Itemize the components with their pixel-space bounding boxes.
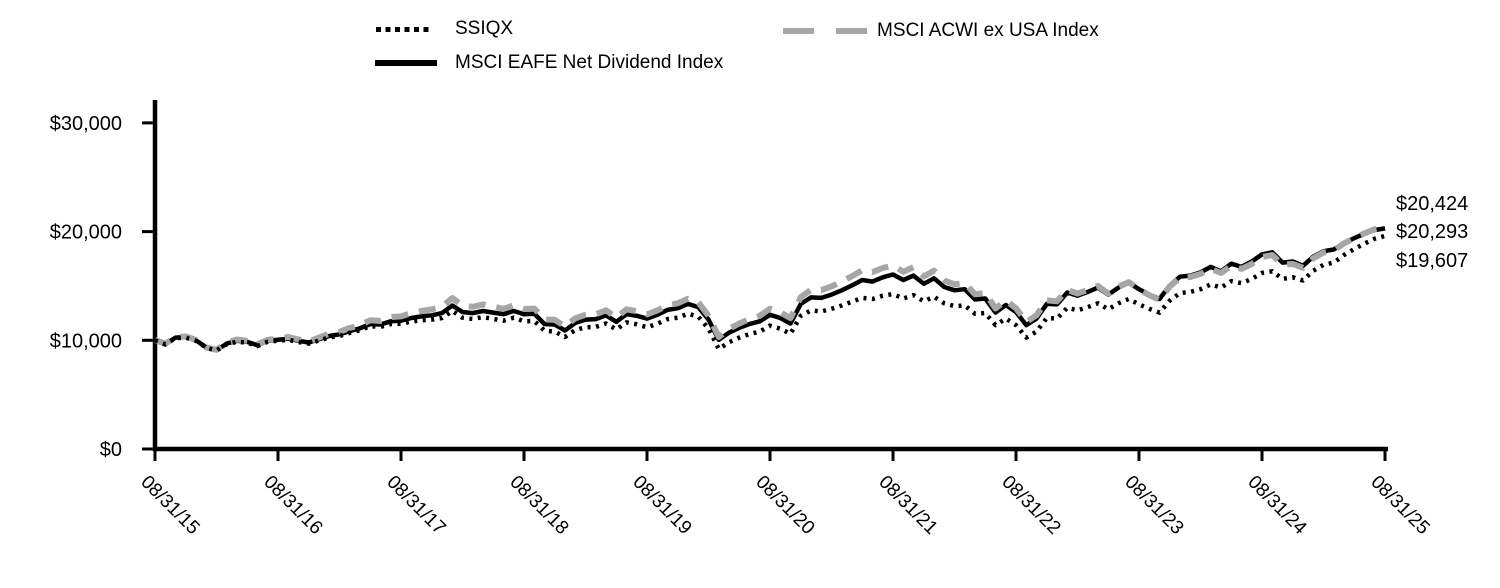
- x-axis-tick-label: 08/31/20: [751, 472, 818, 539]
- legend-label-msci-acwi-ex-usa: MSCI ACWI ex USA Index: [877, 20, 1099, 41]
- legend-item-msci-acwi-ex-usa: MSCI ACWI ex USA Index: [783, 19, 1099, 43]
- y-axis-tick-label: $10,000: [50, 330, 122, 352]
- legend-label-ssiqx: SSIQX: [455, 18, 514, 39]
- legend-label-msci-eafe: MSCI EAFE Net Dividend Index: [455, 52, 724, 73]
- x-axis-tick-label: 08/31/22: [997, 472, 1064, 539]
- x-axis-tick-label: 08/31/23: [1120, 472, 1187, 539]
- legend-item-msci-eafe: MSCI EAFE Net Dividend Index: [375, 51, 723, 75]
- x-axis-tick-label: 08/31/24: [1243, 472, 1310, 539]
- x-axis-tick-label: 08/31/21: [874, 472, 941, 539]
- legend-item-ssiqx: SSIQX: [376, 17, 513, 41]
- x-axis-tick-label: 08/31/16: [259, 472, 326, 539]
- x-axis-tick-label: 08/31/25: [1366, 472, 1433, 539]
- end-value-label-msci-acwi-ex-usa-index: $20,424: [1396, 193, 1468, 215]
- acwi-dashed-line-swatch: [783, 28, 867, 34]
- x-axis-tick-label: 08/31/17: [382, 472, 449, 539]
- ssiqx-dotted-line-swatch: [376, 26, 433, 32]
- y-axis-tick-label: $0: [100, 439, 122, 461]
- x-axis-tick-label: 08/31/19: [628, 472, 695, 539]
- x-axis-tick-label: 08/31/18: [505, 472, 572, 539]
- series-line-msci-eafe-net-dividend-index: [154, 226, 1386, 353]
- series-line-ssiqx: [154, 233, 1386, 353]
- end-value-label-ssiqx: $19,607: [1396, 250, 1468, 272]
- series-line-msci-acwi-ex-usa-index: [153, 224, 1386, 353]
- x-axis-tick-label: 08/31/15: [136, 472, 203, 539]
- y-axis-tick-label: $30,000: [50, 113, 122, 135]
- eafe-solid-line-swatch: [375, 60, 437, 66]
- end-value-label-msci-eafe-net-dividend-index: $20,293: [1396, 221, 1468, 243]
- y-axis-tick-label: $20,000: [50, 222, 122, 244]
